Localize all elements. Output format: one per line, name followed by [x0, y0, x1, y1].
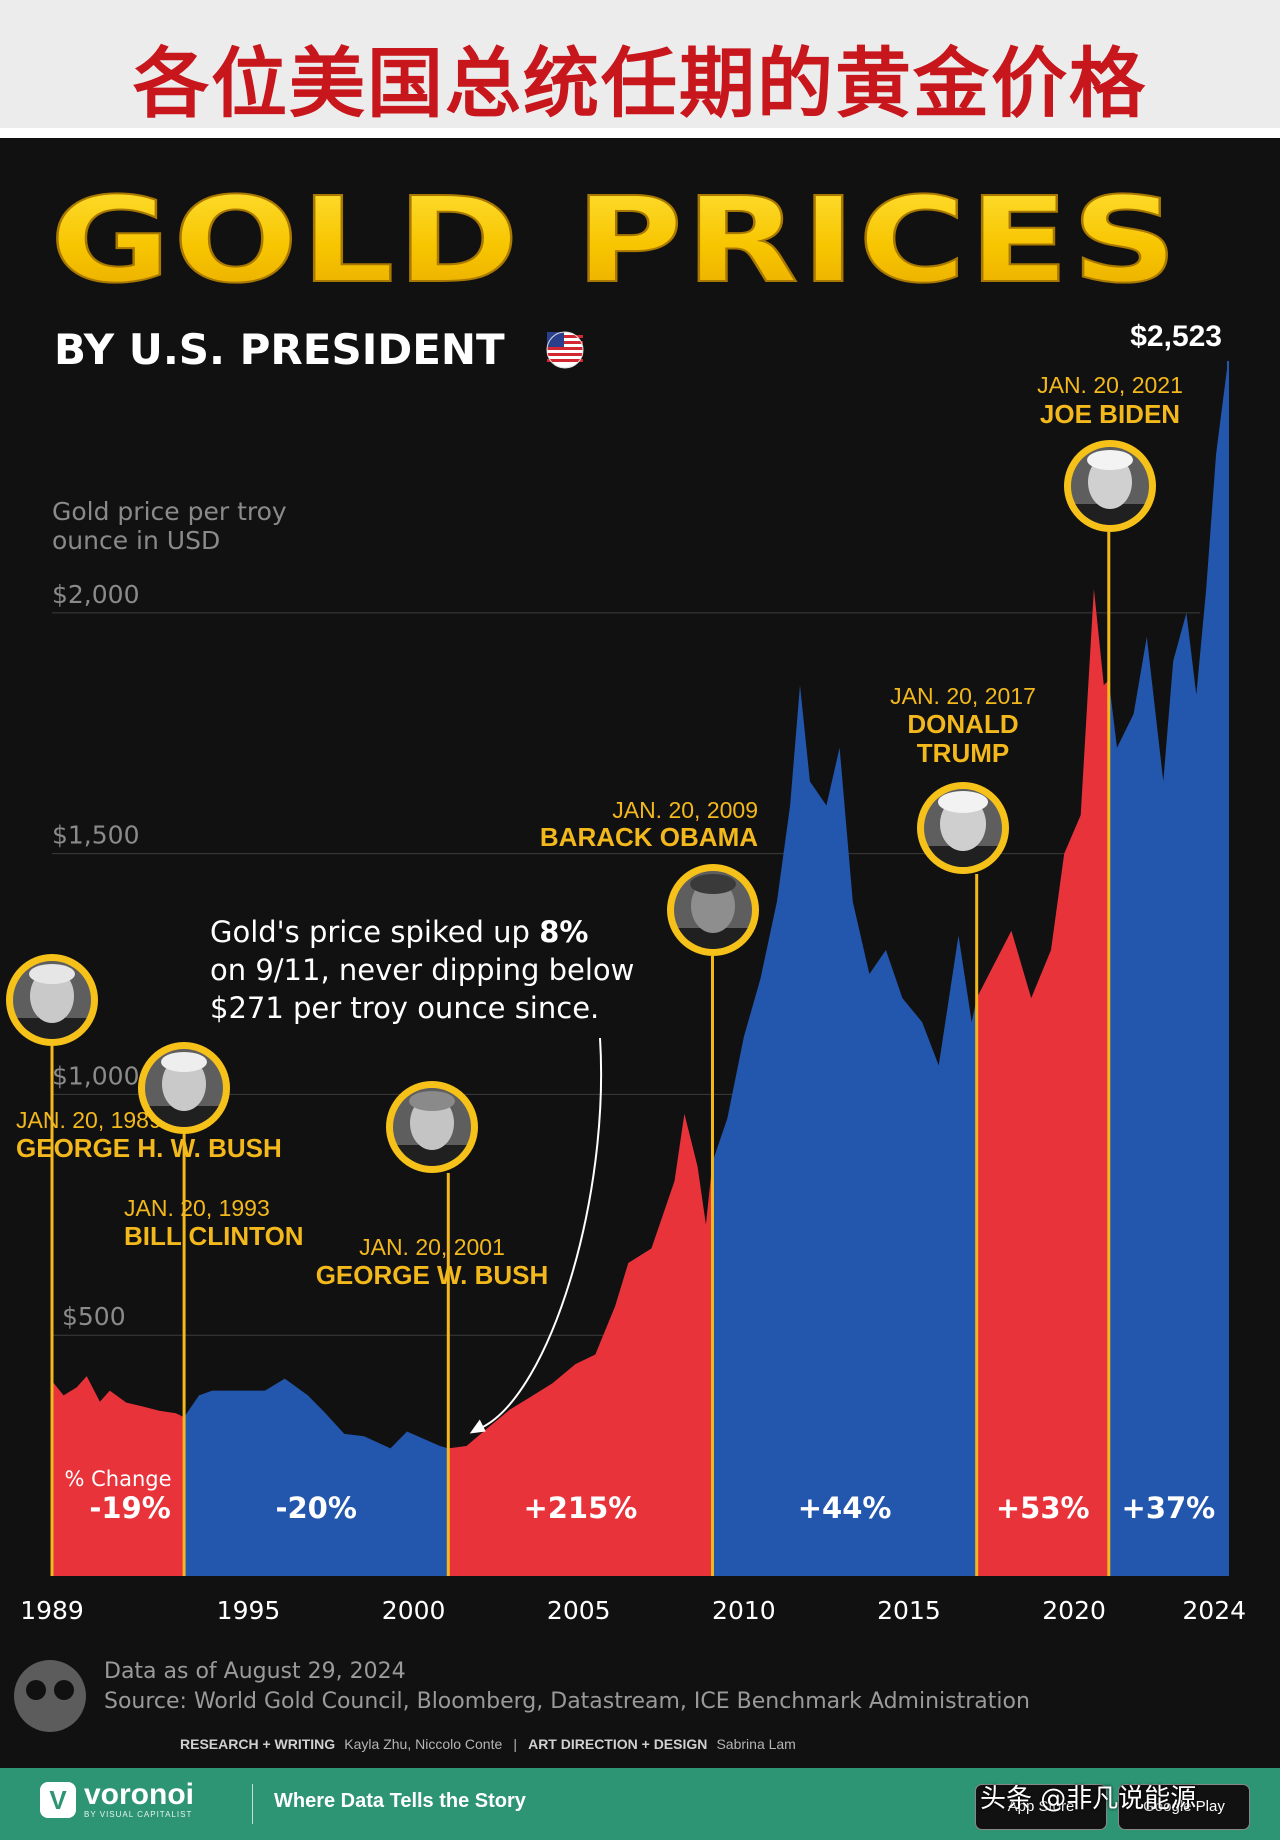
voronoi-brand[interactable]: V voronoi BY VISUAL CAPITALIST [40, 1780, 194, 1819]
george-hw-bush-portrait [6, 954, 98, 1046]
x-tick-label: 2024 [1182, 1596, 1246, 1625]
footer-divider [252, 1784, 253, 1824]
y-tick-labels: $500 $1,000 $1,500 $2,000 [52, 580, 139, 1331]
president-name-label: BILL CLINTON [124, 1221, 304, 1251]
source-note: Source: World Gold Council, Bloomberg, D… [104, 1689, 1030, 1714]
bill-clinton-portrait [138, 1042, 230, 1134]
google-play-button[interactable]: Google Play [1118, 1784, 1250, 1830]
x-tick-label: 2015 [877, 1596, 941, 1625]
barack-obama-portrait [667, 864, 759, 956]
term-area-barack-obama [712, 685, 977, 1576]
end-value-label: $2,523 [1130, 320, 1222, 353]
us-flag-icon [546, 331, 584, 369]
banner: 各位美国总统任期的黄金价格 [0, 0, 1280, 128]
app-store-button[interactable]: App Store [975, 1784, 1107, 1830]
pct-change-value: +53% [996, 1491, 1090, 1525]
watermark: 头条 @非凡说能源 [980, 1784, 1197, 1814]
brand-name: voronoi [84, 1778, 194, 1811]
chart-panel: GOLD PRICES BY U.S. PRESIDENT Gold price… [0, 138, 1280, 1768]
y-tick-label: $2,000 [52, 580, 139, 609]
term-area-joe-biden [1108, 361, 1228, 1576]
term-area-donald-trump [976, 588, 1109, 1576]
president-name-second-line: TRUMP [917, 738, 1009, 768]
term-lines [50, 532, 1111, 1576]
pct-change-value: -19% [89, 1491, 170, 1525]
chart-subtitle: BY U.S. PRESIDENT [54, 325, 505, 374]
george-w-bush-portrait [386, 1081, 478, 1173]
footer: V voronoi BY VISUAL CAPITALIST Where Dat… [0, 1768, 1280, 1840]
pct-change-value: +44% [798, 1491, 892, 1525]
president-name-label: BARACK OBAMA [540, 822, 758, 852]
term-date-label: JAN. 20, 1993 [124, 1195, 270, 1221]
term-area-george-hw-bush [52, 1376, 185, 1576]
term-date-label: JAN. 20, 1989 [16, 1107, 162, 1133]
president-name-first-line: DONALD [907, 709, 1018, 739]
y-axis-label-line2: ounce in USD [52, 526, 220, 555]
x-tick-labels: 1989 1995 2000 2005 2010 2015 2020 2024 [20, 1596, 1246, 1625]
term-date-label: JAN. 20, 2017 [890, 683, 1036, 709]
banner-title: 各位美国总统任期的黄金价格 [133, 39, 1147, 128]
term-area-bill-clinton [184, 1378, 449, 1576]
term-area-george-w-bush [448, 1113, 713, 1576]
y-axis-label-line1: Gold price per troy [52, 497, 287, 526]
term-date-label: JAN. 20, 2021 [1037, 372, 1183, 398]
voronoi-logo-icon: V [40, 1781, 76, 1818]
pct-change-value: +37% [1122, 1491, 1216, 1525]
term-date-label: JAN. 20, 2001 [359, 1234, 505, 1260]
price-area [52, 361, 1229, 1576]
x-tick-label: 1995 [217, 1596, 281, 1625]
pct-change-value: +215% [523, 1491, 637, 1525]
brand-sub: BY VISUAL CAPITALIST [84, 1810, 193, 1819]
y-tick-label: $1,500 [52, 821, 139, 850]
chart-title: GOLD PRICES [50, 171, 1180, 309]
gold-price-chart: GOLD PRICES BY U.S. PRESIDENT Gold price… [6, 170, 1246, 1753]
president-name-label: GEORGE H. W. BUSH [16, 1133, 282, 1163]
x-tick-label: 1989 [20, 1596, 84, 1625]
annotation-arrowhead [469, 1419, 486, 1434]
annotation-arrow [481, 1037, 603, 1429]
tagline: Where Data Tells the Story [274, 1790, 526, 1812]
donald-trump-portrait [917, 782, 1009, 874]
annotation-line2: on 9/11, never dipping below [210, 953, 634, 987]
x-tick-label: 2005 [547, 1596, 611, 1625]
annotation-line3: $271 per troy ounce since. [210, 991, 599, 1025]
pct-change-value: -20% [275, 1491, 356, 1525]
x-tick-label: 2020 [1042, 1596, 1106, 1625]
annotation-line1: Gold's price spiked up 8% [210, 915, 588, 949]
pct-change-heading: % Change [64, 1467, 171, 1491]
president-name-label: JOE BIDEN [1040, 399, 1180, 429]
data-date-note: Data as of August 29, 2024 [104, 1659, 406, 1684]
visual-capitalist-logo [14, 1660, 86, 1732]
y-tick-label: $1,000 [52, 1061, 139, 1090]
pct-change-labels: -19% -20% +215% +44% +53% +37% % Change [64, 1467, 1215, 1525]
x-tick-label: 2000 [382, 1596, 446, 1625]
term-date-label: JAN. 20, 2009 [612, 797, 758, 823]
y-tick-label: $500 [62, 1302, 126, 1331]
joe-biden-portrait [1064, 440, 1156, 532]
x-tick-label: 2010 [712, 1596, 776, 1625]
credits-line: RESEARCH + WRITING Kayla Zhu, Niccolo Co… [180, 1734, 796, 1753]
president-name-label: GEORGE W. BUSH [316, 1260, 549, 1290]
